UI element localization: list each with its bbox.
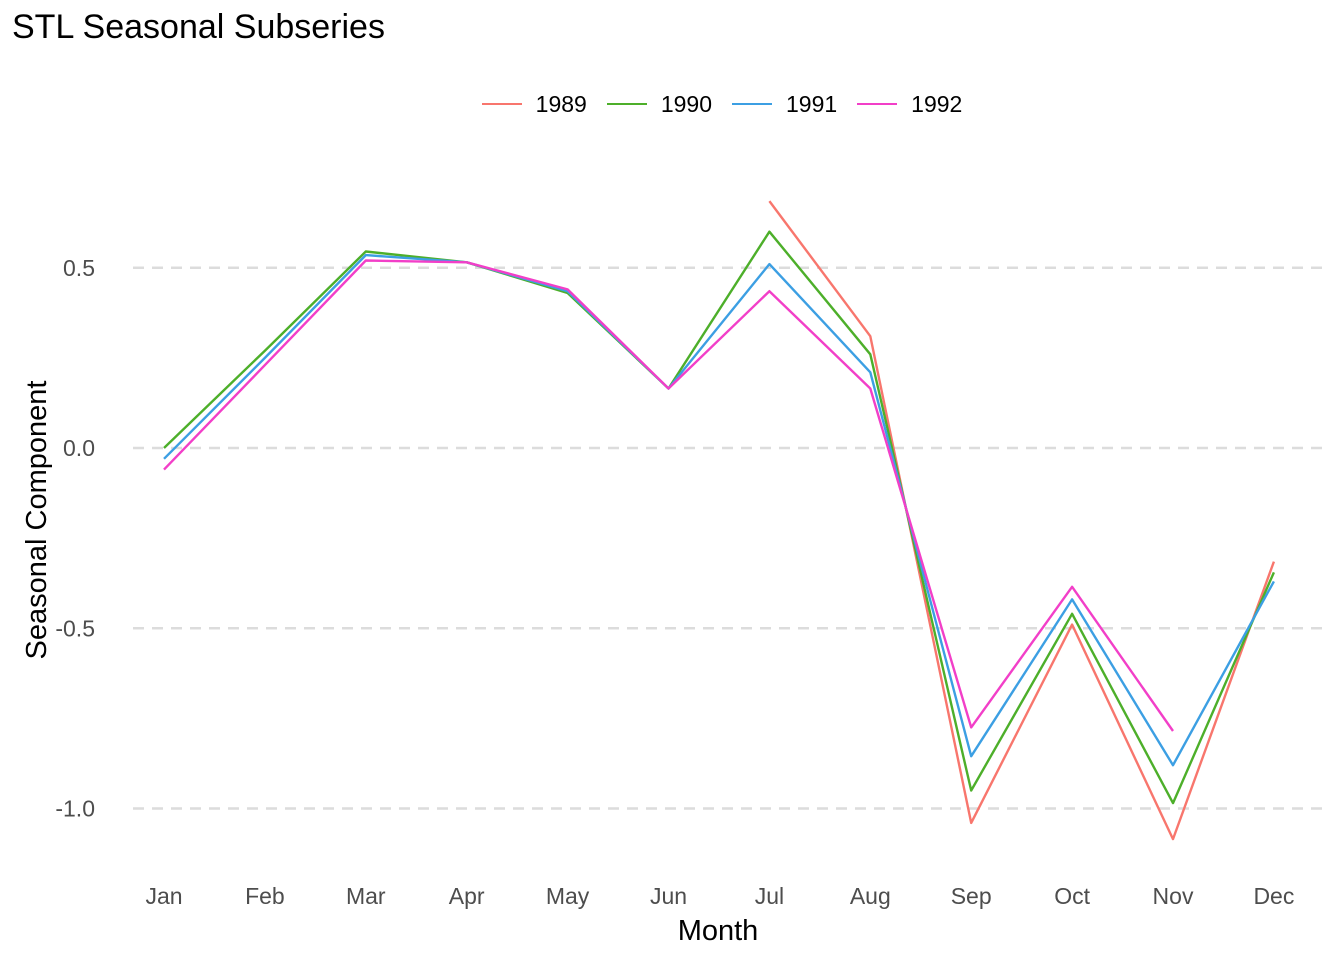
- legend-item-1989: 1989: [481, 90, 587, 118]
- x-tick-label: Sep: [951, 883, 992, 909]
- legend-key: [606, 103, 647, 105]
- x-tick-label: Jun: [650, 883, 687, 909]
- series-line-1991: [163, 253, 1275, 767]
- x-tick-label: Oct: [1054, 883, 1090, 909]
- legend-key: [732, 103, 772, 105]
- legend-key: [857, 103, 898, 105]
- series-line-1990: [163, 230, 1275, 805]
- y-tick-label: -1.0: [55, 796, 95, 822]
- y-tick-label: -0.5: [55, 615, 95, 641]
- chart-title: STL Seasonal Subseries: [12, 8, 385, 46]
- x-tick-label: May: [546, 883, 590, 909]
- legend-label: 1992: [911, 90, 963, 117]
- y-tick-label: 0.0: [63, 435, 95, 461]
- legend-label: 1989: [535, 90, 587, 117]
- x-tick-label: Aug: [850, 883, 891, 909]
- legend-key: [481, 103, 522, 105]
- x-tick-label: Jul: [755, 883, 784, 909]
- legend-label: 1990: [660, 90, 712, 117]
- legend-item-1992: 1992: [857, 91, 962, 118]
- legend-label: 1991: [786, 90, 838, 117]
- y-axis-title: Seasonal Component: [21, 381, 53, 660]
- legend-item-1991: 1991: [732, 91, 837, 118]
- x-tick-label: Jan: [145, 883, 182, 909]
- x-tick-label: Mar: [346, 883, 386, 909]
- legend-item-1990: 1990: [606, 90, 712, 118]
- series-line-1992: [163, 259, 1174, 732]
- x-tick-label: Feb: [245, 883, 285, 909]
- x-tick-label: Apr: [449, 883, 485, 909]
- y-tick-label: 0.5: [63, 255, 95, 281]
- x-tick-label: Nov: [1153, 883, 1194, 909]
- x-axis-title: Month: [678, 915, 759, 947]
- series-line-1989: [768, 200, 1276, 841]
- legend: 1989 1990 1991 1992: [0, 86, 1344, 122]
- x-tick-label: Dec: [1253, 883, 1294, 909]
